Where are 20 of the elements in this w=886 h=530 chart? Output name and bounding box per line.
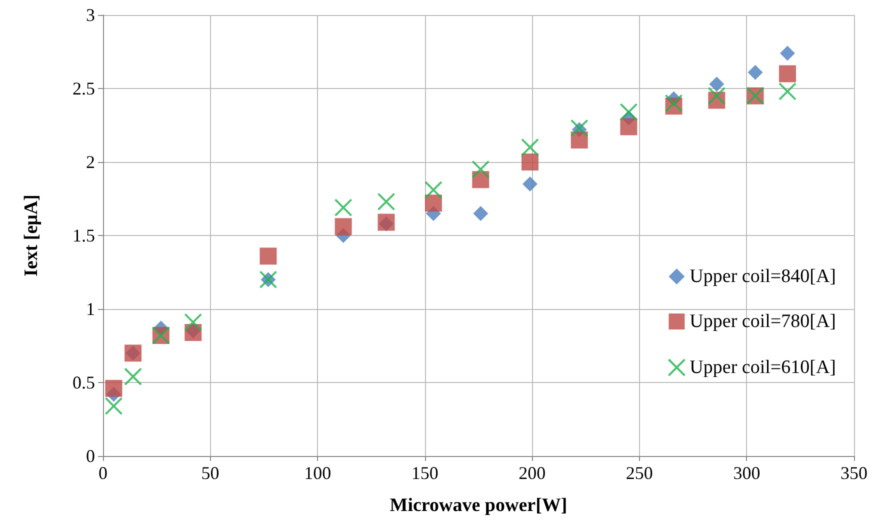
x-tick-label: 250 — [626, 463, 653, 483]
y-tick-label: 2.5 — [72, 78, 95, 98]
y-tick-label: 2 — [86, 152, 95, 172]
x-tick-label: 350 — [840, 463, 868, 483]
x-axis-title: Microwave power[W] — [390, 495, 568, 516]
x-tick-label: 200 — [518, 463, 546, 483]
legend-label: Upper coil=780[A] — [690, 311, 836, 332]
y-tick-label: 1.5 — [72, 226, 95, 246]
y-tick-label: 0.5 — [72, 372, 95, 392]
x-tick-label: 100 — [304, 463, 332, 483]
y-tick-label: 0 — [86, 446, 95, 466]
x-tick-label: 150 — [411, 463, 438, 483]
legend-label: Upper coil=840[A] — [690, 266, 836, 287]
x-tick-label: 50 — [201, 463, 220, 483]
y-axis-title: Iext [eμA] — [21, 194, 42, 276]
y-tick-label: 3 — [86, 5, 95, 25]
x-tick-label: 0 — [98, 463, 108, 483]
legend-label: Upper coil=610[A] — [690, 357, 836, 378]
y-tick-label: 1 — [86, 299, 95, 319]
x-tick-label: 300 — [733, 463, 760, 483]
